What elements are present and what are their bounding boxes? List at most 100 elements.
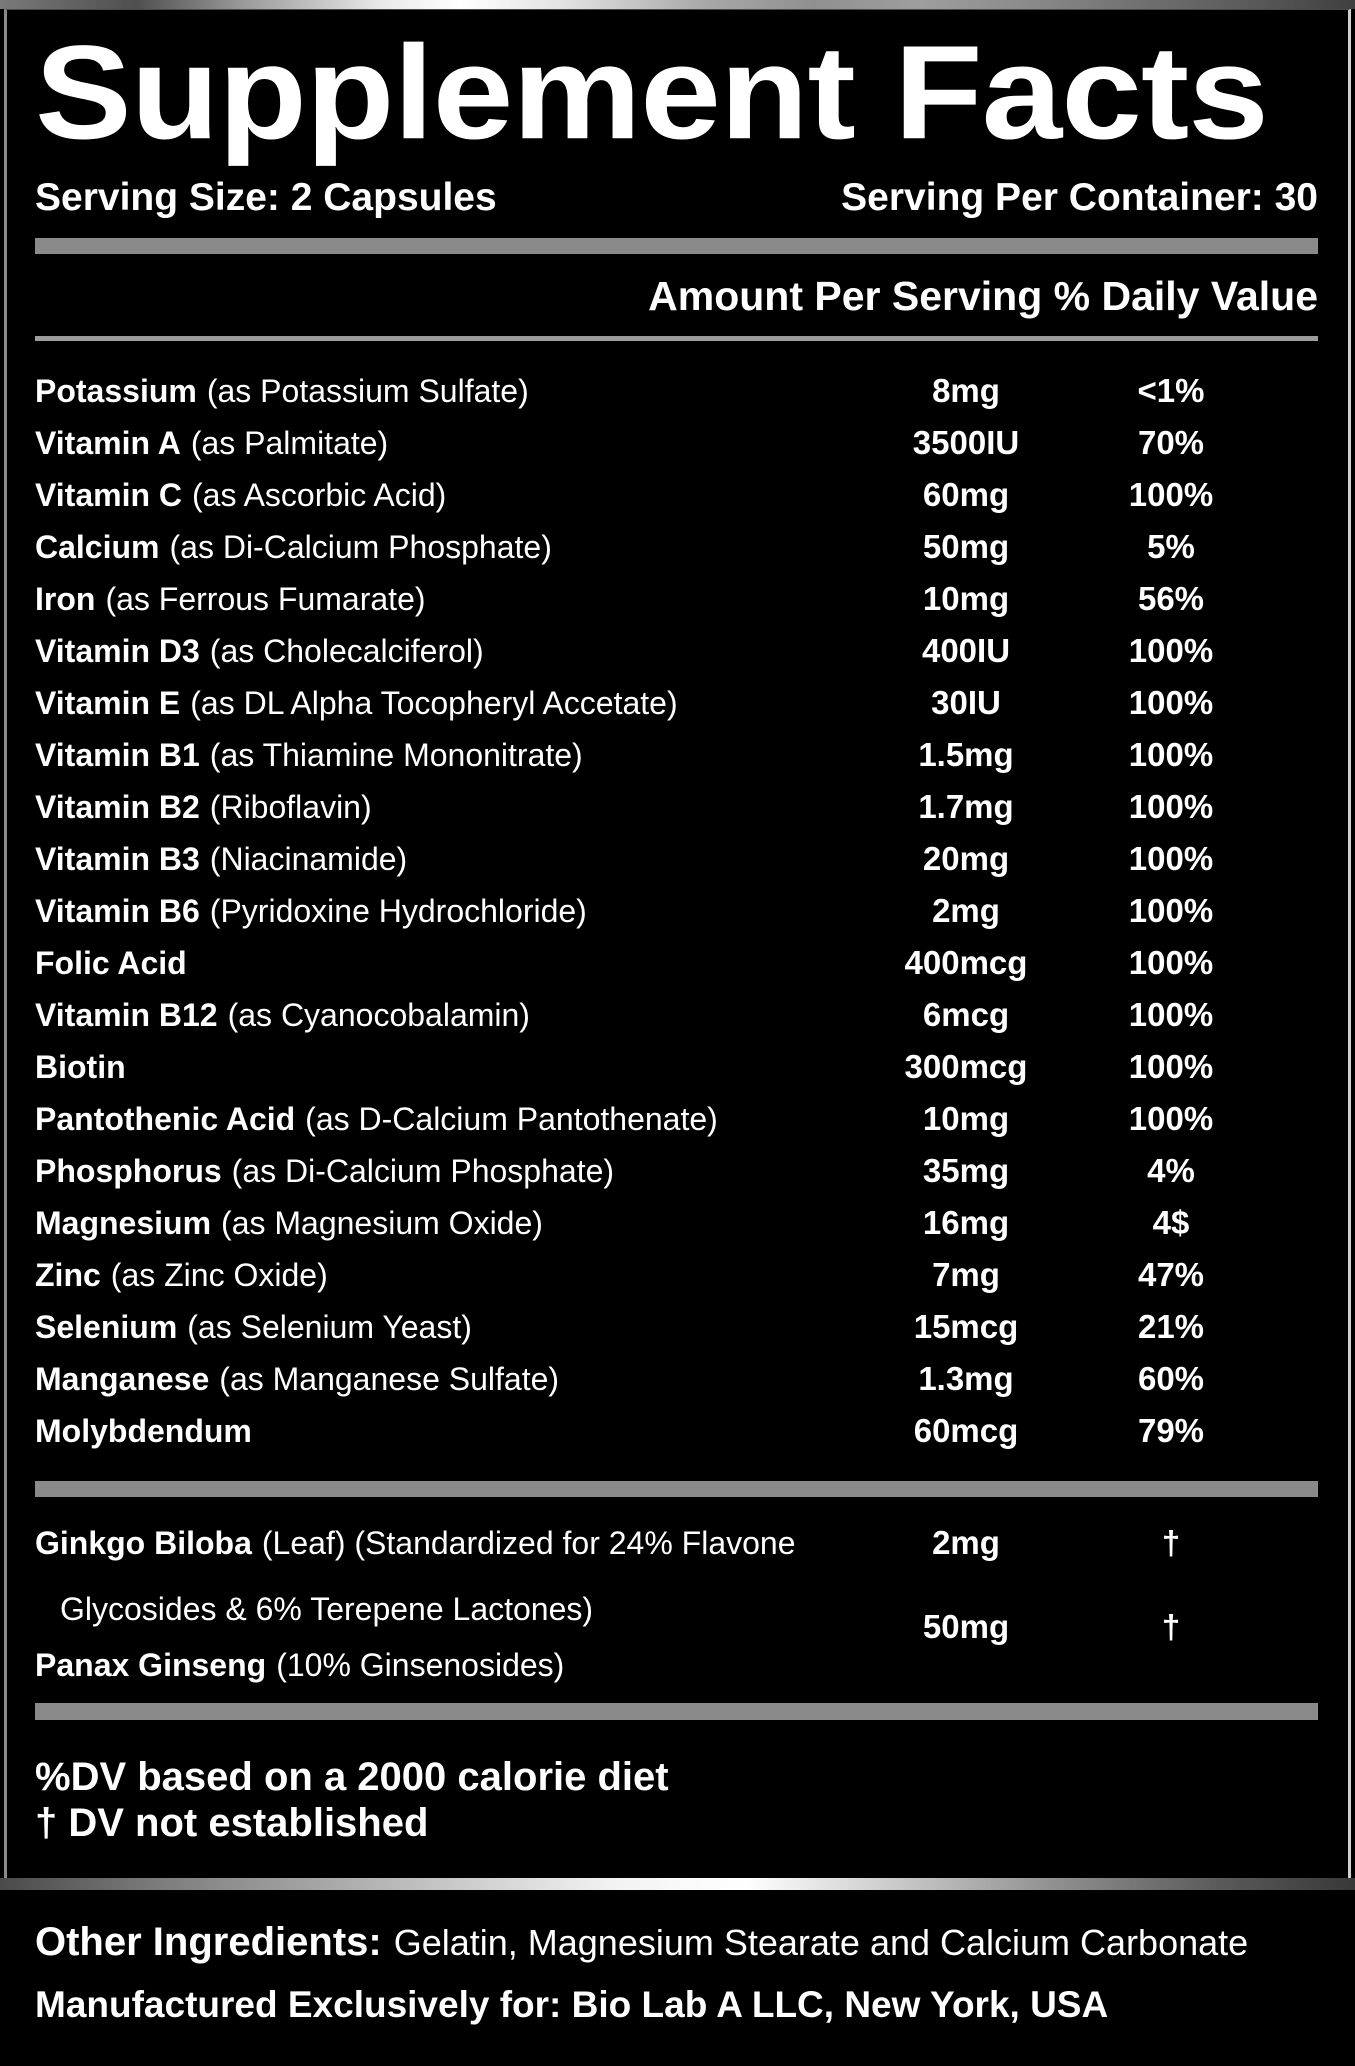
nutrient-name-cell: Vitamin A (as Palmitate) [35,417,816,469]
nutrient-name-cell: Potassium (as Potassium Sulfate) [35,365,816,417]
table-row: Vitamin B3 (Niacinamide) 20mg 100% [35,833,1318,885]
nutrient-name: Vitamin E [35,685,181,721]
nutrient-amount: 1.3mg [918,1360,1014,1397]
nutrient-dv: 100% [1128,840,1214,877]
nutrient-name-cell: Pantothenic Acid (as D-Calcium Pantothena… [35,1093,816,1145]
nutrient-amount: 6mcg [922,996,1010,1033]
footnote-dv-not-established: † DV not established [35,1801,429,1845]
nutrient-source: (as D-Calcium Pantothenate) [305,1101,718,1137]
nutrient-amount: 16mg [922,1204,1010,1241]
nutrient-source: (as Di-Calcium Phosphate) [169,529,552,565]
nutrient-name: Vitamin B2 [35,789,200,825]
nutrient-source: (as Cyanocobalamin) [227,997,530,1033]
nutrient-name-cell: Phosphorus (as Di-Calcium Phosphate) [35,1145,816,1197]
nutrient-name-cell: Magnesium (as Magnesium Oxide) [35,1197,816,1249]
nutrient-amount: 50mg [922,1608,1010,1645]
nutrient-name: Zinc [35,1257,101,1293]
table-row: Phosphorus (as Di-Calcium Phosphate) 35mg… [35,1145,1318,1197]
table-row: Molybdendum 60mcg 79% [35,1405,1318,1457]
table-row: Manganese (as Manganese Sulfate) 1.3mg 60… [35,1353,1318,1405]
header-underline [35,336,1318,341]
nutrient-amount: 15mcg [913,1308,1019,1345]
footnotes: %DV based on a 2000 calorie diet † DV no… [35,1754,1318,1846]
nutrient-source: (as Ferrous Fumarate) [105,581,426,617]
table-row: Vitamin B12 (as Cyanocobalamin) 6mcg 100% [35,989,1318,1041]
divider-bar [35,238,1318,254]
nutrient-name: Molybdendum [35,1413,252,1449]
table-row: Panax Ginseng (10% Ginsenosides) 50mg † [35,1608,1318,1693]
table-row: Vitamin A (as Palmitate) 3500IU 70% [35,417,1318,469]
table-row: Vitamin B6 (Pyridoxine Hydrochloride) 2mg… [35,885,1318,937]
table-row: Vitamin B1 (as Thiamine Mononitrate) 1.5m… [35,729,1318,781]
nutrient-dv: 100% [1128,476,1214,513]
nutrient-amount: 2mg [932,1524,1000,1561]
nutrient-source: (as Palmitate) [190,425,389,461]
nutrient-name: Vitamin B6 [35,893,200,929]
serving-size-label: Serving Size: 2 Capsules [35,176,497,219]
nutrient-name: Vitamin B1 [35,737,200,773]
dagger-icon: † [1161,1608,1181,1645]
nutrient-dv: 4% [1147,1152,1195,1189]
nutrient-amount: 7mg [932,1256,1000,1293]
table-row: Vitamin C (as Ascorbic Acid) 60mg 100% [35,469,1318,521]
nutrient-name-cell: Vitamin D3 (as Cholecalciferol) [35,625,816,677]
nutrient-name: Iron [35,581,96,617]
other-ingredients-value: Gelatin, Magnesium Stearate and Calcium … [393,1922,1249,1963]
nutrient-source: (as Cholecalciferol) [209,633,484,669]
manufactured-line: Manufactured Exclusively for: Bio Lab A … [35,1984,1109,2025]
nutrient-amount: 60mcg [913,1412,1019,1449]
table-row: Vitamin B2 (Riboflavin) 1.7mg 100% [35,781,1318,833]
table-row: Vitamin E (as DL Alpha Tocopheryl Accetat… [35,677,1318,729]
nutrient-amount: 1.7mg [918,788,1014,825]
nutrient-name: Calcium [35,529,160,565]
nutrient-source: (10% Ginsenosides) [276,1647,565,1683]
nutrient-name-cell: Selenium (as Selenium Yeast) [35,1301,816,1353]
nutrient-name: Biotin [35,1049,126,1085]
nutrient-name-cell: Vitamin B12 (as Cyanocobalamin) [35,989,816,1041]
nutrient-name: Manganese [35,1361,210,1397]
other-ingredients-line: Other Ingredients: Gelatin, Magnesium Ste… [35,1918,1320,1967]
nutrient-source: (as Thiamine Mononitrate) [209,737,583,773]
nutrient-dv: 100% [1128,944,1214,981]
footnote-dv-basis: %DV based on a 2000 calorie diet [35,1755,669,1799]
nutrient-dv: 100% [1128,1100,1214,1137]
table-row: Potassium (as Potassium Sulfate) 8mg <1% [35,365,1318,417]
nutrient-source: (Pyridoxine Hydrochloride) [209,893,587,929]
nutrient-dv: 100% [1128,996,1214,1033]
nutrient-amount: 2mg [932,892,1000,929]
nutrient-name-cell: Calcium (as Di-Calcium Phosphate) [35,521,816,573]
nutrient-amount: 10mg [922,1100,1010,1137]
table-row: Zinc (as Zinc Oxide) 7mg 47% [35,1249,1318,1301]
nutrient-amount: 400mcg [904,944,1028,981]
nutrient-name: Selenium [35,1309,178,1345]
nutrient-source: (as Di-Calcium Phosphate) [231,1153,615,1189]
nutrient-name-cell: Folic Acid [35,937,816,989]
nutrient-name-cell: Biotin [35,1041,816,1093]
nutrient-name-cell: Vitamin B1 (as Thiamine Mononitrate) [35,729,816,781]
nutrient-dv: 100% [1128,632,1214,669]
nutrient-source: (as Selenium Yeast) [187,1309,472,1345]
nutrient-dv: 100% [1128,736,1214,773]
nutrient-name: Phosphorus [35,1153,222,1189]
nutrient-dv: 100% [1128,684,1214,721]
nutrient-name-cell: Vitamin B6 (Pyridoxine Hydrochloride) [35,885,816,937]
nutrient-name-cell: Vitamin C (as Ascorbic Acid) [35,469,816,521]
nutrient-name-cell: Manganese (as Manganese Sulfate) [35,1353,816,1405]
table-row: Iron (as Ferrous Fumarate) 10mg 56% [35,573,1318,625]
nutrient-name-cell: Zinc (as Zinc Oxide) [35,1249,816,1301]
table-row: Folic Acid 400mcg 100% [35,937,1318,989]
nutrient-name-cell: Panax Ginseng (10% Ginsenosides) [35,1637,816,1693]
nutrient-amount: 20mg [922,840,1010,877]
nutrient-name: Vitamin D3 [35,633,200,669]
panel-bottom-edge [0,1878,1355,1890]
nutrient-name: Vitamin B3 [35,841,200,877]
nutrient-amount: 400IU [921,632,1011,669]
nutrient-dv: 5% [1147,528,1195,565]
nutrient-dv: 100% [1128,892,1214,929]
nutrient-name: Vitamin C [35,477,182,513]
table-row: Selenium (as Selenium Yeast) 15mcg 21% [35,1301,1318,1353]
dagger-icon: † [1161,1524,1181,1561]
nutrient-name-cell: Vitamin E (as DL Alpha Tocopheryl Accetat… [35,677,816,729]
divider-bar [35,1703,1318,1720]
supplement-facts-title: Supplement Facts [35,17,1269,167]
